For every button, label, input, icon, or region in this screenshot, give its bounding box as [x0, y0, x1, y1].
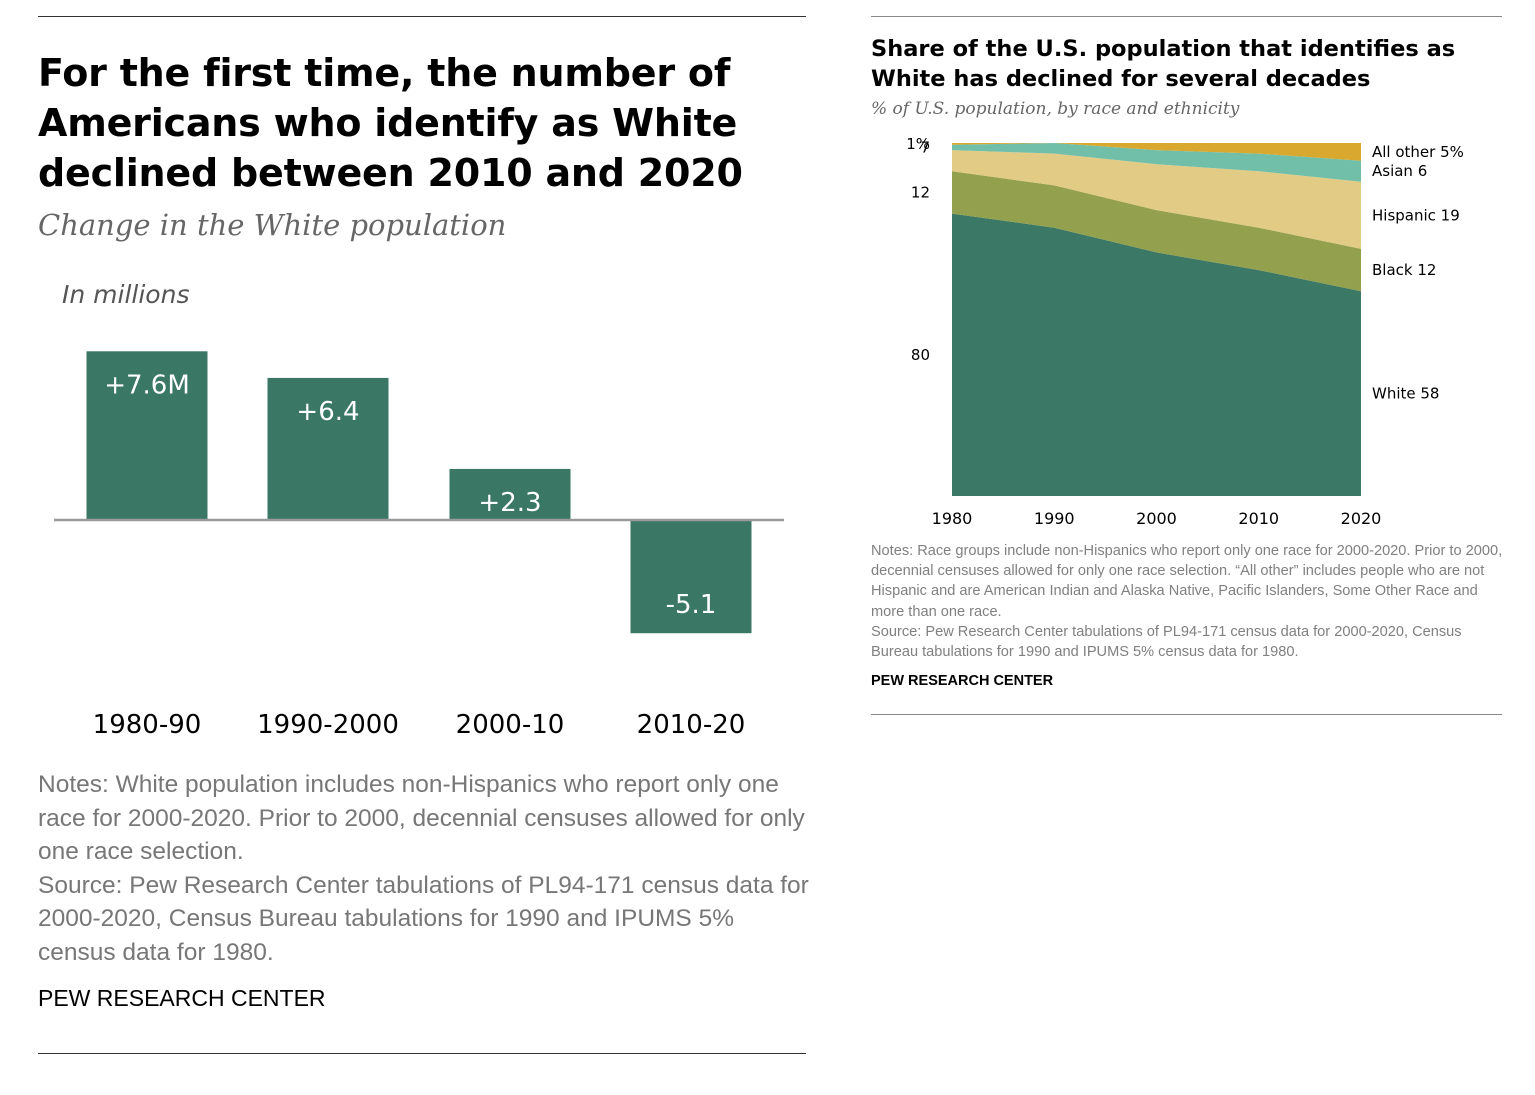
- area-all-other: [952, 143, 1361, 161]
- bottom-rule-right: [871, 714, 1502, 715]
- start-label: 1%: [906, 135, 930, 153]
- area-asian: [952, 143, 1361, 182]
- left-brand: PEW RESEARCH CENTER: [38, 985, 326, 1011]
- category-label: 1990-2000: [257, 710, 399, 740]
- end-label: White 58: [1372, 385, 1439, 403]
- bar-1980-90: [86, 351, 208, 520]
- top-rule-right: [871, 16, 1502, 17]
- bar-2000-10: [449, 468, 571, 520]
- start-label: 7: [920, 138, 930, 156]
- right-brand: PEW RESEARCH CENTER: [871, 673, 1054, 689]
- bar-value-label: +7.6M: [104, 370, 190, 400]
- right-chart-title: Share of the U.S. population that identi…: [871, 36, 1456, 92]
- bar-chart: +7.6M 1980-90 +6.4 1990-2000 +2.3 2000-10 -5.1…: [54, 351, 784, 740]
- bar-2010-20: [630, 520, 752, 634]
- bar-value-label: -5.1: [666, 590, 717, 620]
- area-black: [952, 171, 1361, 292]
- category-label: 2010-20: [637, 710, 746, 740]
- end-label: Hispanic 19: [1372, 206, 1460, 224]
- category-label: 1980-90: [93, 710, 202, 740]
- x-tick-label: 2000: [1136, 509, 1177, 528]
- x-tick-label: 2010: [1238, 509, 1279, 528]
- start-label: 80: [911, 346, 930, 364]
- end-label: Asian 6: [1372, 162, 1427, 180]
- top-rule-left: [38, 16, 806, 17]
- right-chart-subtitle: % of U.S. population, by race and ethnic…: [871, 99, 1240, 119]
- area-chart: 80 White 58 12 Black 12 Hispanic 19 7 Asian 6 1…: [906, 135, 1464, 528]
- left-notes: Notes: White population includes non-His…: [38, 768, 818, 969]
- start-label: 12: [911, 183, 930, 201]
- right-source-text: Source: Pew Research Center tabulations …: [871, 623, 1462, 661]
- right-notes: Notes: Race groups include non-Hispanics…: [871, 541, 1511, 662]
- category-label: 2000-10: [456, 710, 565, 740]
- area-white: [952, 213, 1361, 496]
- left-chart-subtitle: Change in the White population: [38, 208, 507, 242]
- bar-value-label: +6.4: [296, 397, 359, 427]
- bar-1990-2000: [267, 377, 389, 520]
- bar-value-label: +2.3: [478, 488, 541, 518]
- unit-label: In millions: [62, 280, 190, 309]
- area-hispanic: [952, 150, 1361, 249]
- x-tick-label: 1980: [932, 509, 973, 528]
- left-source-text: Source: Pew Research Center tabulations …: [38, 871, 809, 966]
- bottom-rule-left: [38, 1053, 806, 1054]
- x-tick-label: 2020: [1341, 509, 1382, 528]
- end-label: All other 5%: [1372, 143, 1464, 161]
- left-chart-title: For the first time, the number of Americ…: [38, 51, 743, 195]
- right-notes-text: Notes: Race groups include non-Hispanics…: [871, 543, 1503, 620]
- end-label: Black 12: [1372, 261, 1436, 279]
- left-notes-text: Notes: White population includes non-His…: [38, 771, 805, 865]
- x-tick-label: 1990: [1034, 509, 1075, 528]
